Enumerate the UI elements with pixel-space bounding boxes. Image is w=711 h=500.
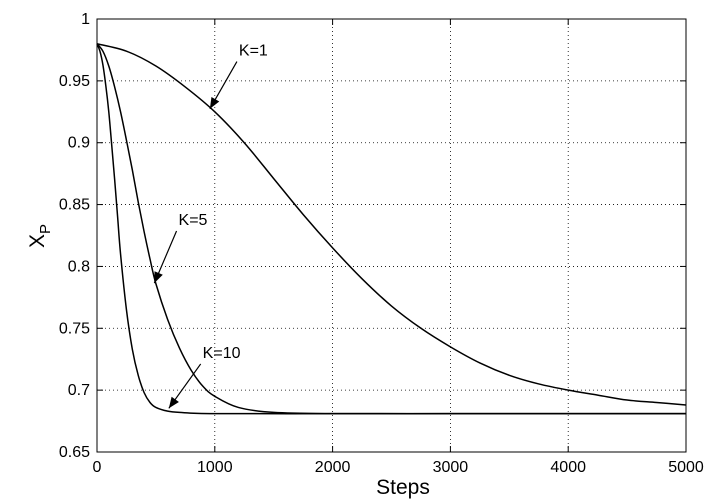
y-tick-label: 0.9 xyxy=(68,135,90,152)
annotation-label-k1: K=1 xyxy=(239,43,268,60)
y-tick-label: 0.8 xyxy=(68,258,90,275)
ticks: 0 1000 2000 3000 4000 5000 0.65 0.7 0.75 0.8 0.85 0… xyxy=(59,11,704,476)
annotation-label-k10: K=10 xyxy=(203,345,241,362)
y-tick-label: 0.75 xyxy=(59,320,90,337)
y-tick-label: 0.65 xyxy=(59,444,90,461)
x-tick-label: 1000 xyxy=(197,459,233,476)
y-tick-label: 0.85 xyxy=(59,197,90,214)
grid xyxy=(97,19,686,452)
y-tick-label: 1 xyxy=(81,11,90,28)
series-line-k1 xyxy=(96,43,687,406)
x-tick-label: 2000 xyxy=(315,459,351,476)
y-axis-label: XP xyxy=(26,224,54,248)
x-tick-label: 0 xyxy=(93,459,102,476)
x-tick-label: 5000 xyxy=(668,459,704,476)
annotations: K=1 K=5 K=10 xyxy=(153,43,268,409)
x-tick-label: 3000 xyxy=(433,459,469,476)
x-axis-label: Steps xyxy=(376,476,430,499)
annotation-label-k5: K=5 xyxy=(179,212,208,229)
plot-frame xyxy=(96,18,687,453)
annotation-arrowhead xyxy=(209,97,220,109)
series-lines xyxy=(96,43,687,415)
x-tick-label: 4000 xyxy=(550,459,586,476)
y-tick-label: 0.7 xyxy=(68,382,90,399)
y-tick-label: 0.95 xyxy=(59,73,90,90)
annotation-arrowhead xyxy=(154,271,163,284)
annotation-arrowhead xyxy=(168,396,179,409)
y-axis-label-main: X xyxy=(26,234,49,248)
y-axis-label-subscript: P xyxy=(37,224,54,234)
series-line-k10 xyxy=(96,43,686,415)
svg-text:XP: XP xyxy=(26,224,54,248)
